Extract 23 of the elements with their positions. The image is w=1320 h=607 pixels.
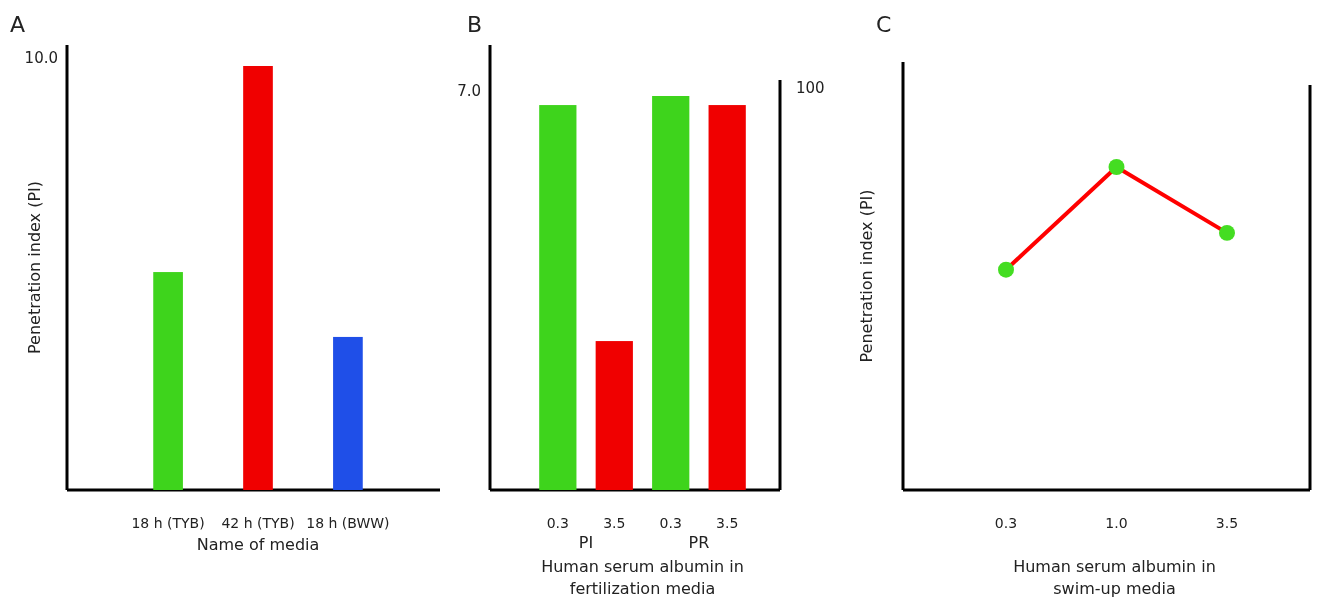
x-tick-label: 3.5 <box>603 515 626 531</box>
x-tick-label: 0.3 <box>546 515 569 531</box>
text: 10.0 <box>24 49 58 67</box>
chart-title: C <box>876 12 892 37</box>
x-tick-label: 3.5 <box>1215 515 1239 531</box>
y-axis-title: Penetration index (PI) <box>25 180 44 355</box>
x-tick-label: 18 h (BWW) <box>306 515 390 531</box>
chart-title: A <box>10 12 26 37</box>
x-tick-label: 3.5 <box>716 515 739 531</box>
text: 100 <box>796 79 825 97</box>
y-axis-title: Penetration index (PI) <box>857 189 876 363</box>
x-axis-title: Human serum albumin in fertilization media <box>541 557 744 598</box>
x-tick-label: 0.3 <box>994 515 1018 531</box>
text: PI <box>578 533 594 552</box>
chart-title: B <box>467 12 483 37</box>
x-tick-label: 0.3 <box>659 515 682 531</box>
text: PR <box>688 533 710 552</box>
x-tick-label: 1.0 <box>1105 515 1128 531</box>
text: 7.0 <box>457 82 481 100</box>
x-axis-title: Human serum albumin in swim-up media <box>1013 557 1216 598</box>
x-tick-label: 18 h (TYB) <box>131 515 205 531</box>
x-tick-label: 42 h (TYB) <box>221 515 295 531</box>
x-axis-title: Name of media <box>196 535 320 554</box>
